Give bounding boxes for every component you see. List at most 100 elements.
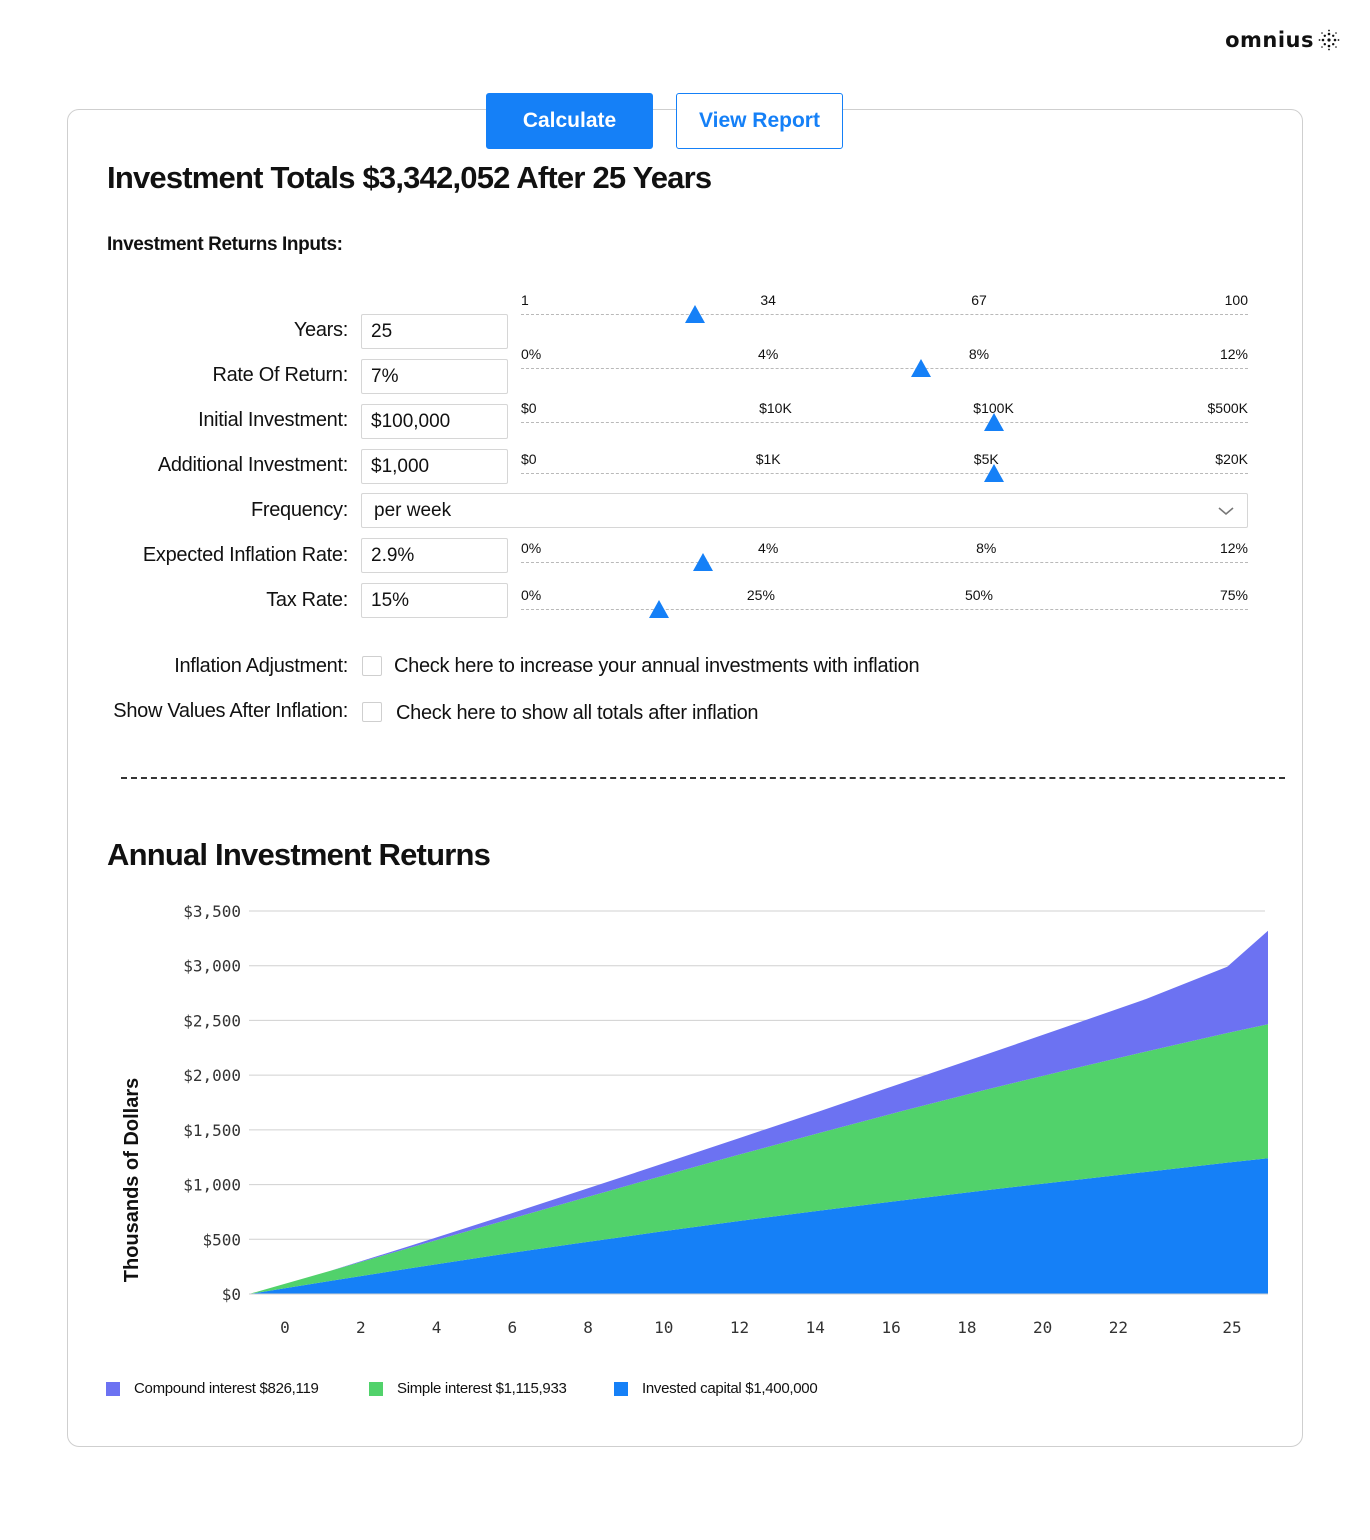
x-tick-label: 25 (1222, 1318, 1241, 1337)
slider-tick: $0 (521, 451, 537, 467)
initial-investment-label: Initial Investment: (198, 409, 348, 431)
slider-track[interactable] (521, 314, 1248, 315)
slider-tick: 0% (521, 540, 542, 556)
x-tick-label: 2 (356, 1318, 366, 1337)
tax-rate-slider[interactable]: 0% 25% 50% 75% (521, 587, 1248, 631)
x-tick-label: 14 (806, 1318, 825, 1337)
calculate-button[interactable]: Calculate (486, 93, 653, 149)
slider-tick: $100K (973, 400, 1014, 416)
inflation-adjustment-checkbox[interactable] (362, 656, 382, 676)
inflation-adjustment-text: Check here to increase your annual inves… (394, 655, 920, 677)
rate-input[interactable] (361, 359, 508, 394)
slider-tick: 50% (964, 587, 994, 603)
slider-track[interactable] (521, 422, 1248, 423)
legend-swatch (614, 1381, 628, 1396)
additional-investment-input[interactable] (361, 449, 508, 484)
slider-track[interactable] (521, 473, 1248, 474)
x-tick-label: 6 (507, 1318, 517, 1337)
slider-track[interactable] (521, 562, 1248, 563)
slider-track[interactable] (521, 368, 1248, 369)
inflation-rate-input[interactable] (361, 538, 508, 573)
y-tick-label: $1,000 (183, 1176, 241, 1195)
slider-tick: $0 (521, 400, 537, 416)
slider-tick: 8% (968, 346, 990, 362)
y-tick-label: $3,000 (183, 957, 241, 976)
brand-name: omnius (1225, 28, 1314, 52)
x-tick-label: 10 (654, 1318, 673, 1337)
x-tick-label: 12 (730, 1318, 749, 1337)
slider-tick: $5K (973, 451, 999, 467)
frequency-select[interactable]: per week (361, 493, 1248, 528)
slider-tick: 100 (1224, 292, 1248, 308)
x-tick-label: 18 (957, 1318, 976, 1337)
rate-slider[interactable]: 0% 4% 8% 12% (521, 346, 1248, 390)
y-tick-label: $1,500 (183, 1121, 241, 1140)
rate-label: Rate Of Return: (212, 364, 348, 386)
section-divider (121, 777, 1285, 779)
legend-label: Invested capital $1,400,000 (642, 1380, 818, 1397)
slider-tick: $10K (759, 400, 792, 416)
years-label: Years: (293, 319, 348, 341)
slider-thumb[interactable] (685, 305, 706, 323)
slider-tick: 75% (1219, 587, 1248, 603)
slider-thumb[interactable] (692, 553, 713, 571)
x-tick-label: 0 (280, 1318, 290, 1337)
area-chart: $0 $500 $1,000 $1,500 $2,000 $2,500 $3,000 $3,5… (121, 902, 1268, 1337)
inflation-rate-slider[interactable]: 0% 4% 8% 12% (521, 540, 1248, 584)
slider-thumb[interactable] (983, 464, 1004, 482)
brand-logo: omnius (1225, 28, 1340, 52)
slider-tick: $20K (1215, 451, 1248, 467)
tax-rate-label: Tax Rate: (266, 589, 348, 611)
legend-swatch (106, 1381, 120, 1396)
legend-swatch (369, 1381, 383, 1396)
x-tick-label: 20 (1033, 1318, 1052, 1337)
slider-tick: 0% (521, 587, 542, 603)
inputs-heading: Investment Returns Inputs: (107, 234, 343, 255)
legend-label: Simple interest $1,115,933 (397, 1380, 567, 1397)
legend-item-invested: Invested capital $1,400,000 (614, 1380, 818, 1397)
y-tick-label: $500 (202, 1230, 241, 1249)
chevron-down-icon (1218, 506, 1234, 515)
x-tick-label: 22 (1109, 1318, 1128, 1337)
chart-title: Annual Investment Returns (107, 837, 491, 872)
years-slider[interactable]: 1 34 67 100 (521, 292, 1248, 336)
tax-rate-input[interactable] (361, 583, 508, 618)
view-report-button[interactable]: View Report (676, 93, 843, 149)
show-after-inflation-checkbox[interactable] (362, 702, 382, 722)
slider-tick: 34 (760, 292, 776, 308)
show-after-inflation-text: Check here to show all totals after infl… (396, 702, 759, 724)
y-tick-label: $3,500 (183, 902, 241, 921)
y-tick-label: $0 (222, 1285, 241, 1304)
show-after-inflation-label: Show Values After Inflation: (113, 700, 348, 722)
years-input[interactable] (361, 314, 508, 349)
frequency-value: per week (374, 499, 452, 521)
slider-tick: $500K (1207, 400, 1248, 416)
slider-tick: 0% (521, 346, 542, 362)
x-tick-label: 4 (432, 1318, 442, 1337)
slider-thumb[interactable] (910, 359, 931, 377)
slider-thumb[interactable] (983, 413, 1004, 431)
y-tick-label: $2,500 (183, 1011, 241, 1030)
slider-tick: 12% (1219, 540, 1248, 556)
additional-investment-label: Additional Investment: (157, 454, 348, 476)
slider-thumb[interactable] (649, 600, 670, 618)
additional-investment-slider[interactable]: $0 $1K $5K $20K (521, 451, 1248, 495)
y-axis-label: Thousands of Dollars (121, 1078, 143, 1282)
slider-tick: 4% (758, 540, 779, 556)
legend-label: Compound interest $826,119 (134, 1380, 319, 1397)
slider-tick: 4% (758, 346, 779, 362)
area-series-invested (249, 1158, 1268, 1294)
frequency-label: Frequency: (250, 499, 348, 521)
x-tick-label: 16 (881, 1318, 900, 1337)
slider-tick: 12% (1219, 346, 1248, 362)
area-series-simple (249, 1024, 1268, 1294)
initial-investment-input[interactable] (361, 404, 508, 439)
inflation-rate-label: Expected Inflation Rate: (142, 544, 348, 566)
inflation-adjustment-label: Inflation Adjustment: (174, 655, 348, 677)
slider-track[interactable] (521, 609, 1248, 610)
x-tick-label: 8 (583, 1318, 593, 1337)
legend-item-simple: Simple interest $1,115,933 (369, 1380, 567, 1397)
slider-tick: 25% (746, 587, 775, 603)
initial-investment-slider[interactable]: $0 $10K $100K $500K (521, 400, 1248, 444)
sparkle-logo-icon (1318, 29, 1340, 51)
